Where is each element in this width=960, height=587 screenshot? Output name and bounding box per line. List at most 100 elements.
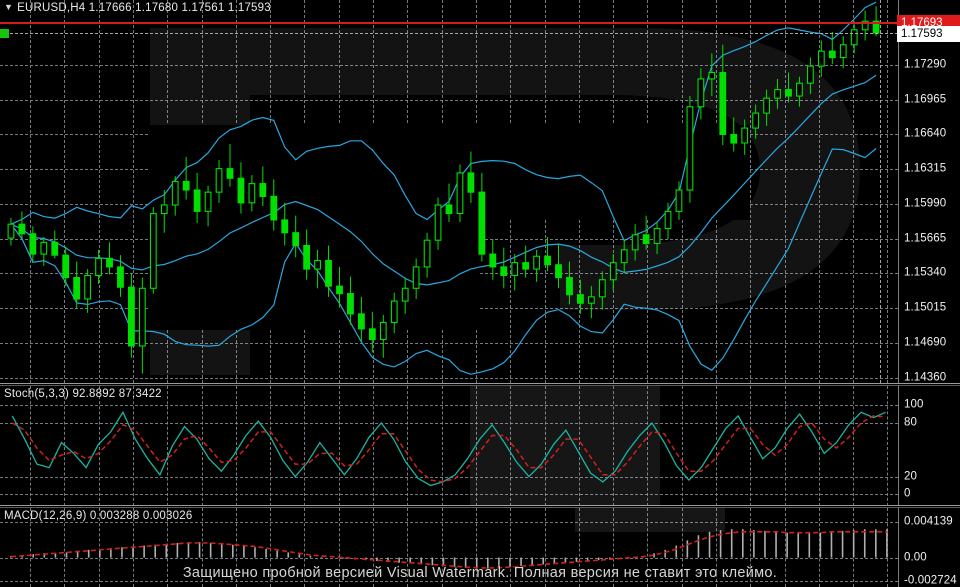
stochastic-axis-tick: 80 bbox=[904, 416, 917, 429]
stochastic-pane[interactable]: 100 80 20 0 Stoch(5,3,3) 92.8892 87.3422 bbox=[0, 386, 960, 506]
candle-body bbox=[675, 189, 683, 212]
price-hgrid bbox=[0, 343, 898, 344]
stoch-vgrid bbox=[30, 386, 31, 506]
candle-body bbox=[796, 82, 803, 97]
candle-body bbox=[544, 255, 551, 266]
candle-body bbox=[171, 180, 179, 206]
macd-vgrid bbox=[99, 508, 100, 587]
candle-body bbox=[577, 294, 584, 304]
candle-body bbox=[336, 285, 343, 295]
candle-body bbox=[763, 97, 770, 114]
macd-hgrid bbox=[0, 581, 898, 582]
macd-axis[interactable]: 0.004139 0.00 -0.002724 bbox=[898, 508, 960, 587]
candle-body bbox=[149, 212, 157, 289]
price-axis-line bbox=[898, 0, 899, 383]
price-vgrid bbox=[30, 0, 31, 383]
macd-vgrid bbox=[236, 508, 237, 587]
macd-axis-line bbox=[898, 508, 899, 587]
stoch-vgrid bbox=[476, 386, 477, 506]
macd-vgrid bbox=[202, 508, 203, 587]
stochastic-series bbox=[11, 410, 886, 487]
macd-pane[interactable]: 0.004139 0.00 -0.002724 MACD(12,26,9) 0.00… bbox=[0, 508, 960, 587]
bollinger-upper-band bbox=[10, 1, 877, 242]
candle-body bbox=[62, 254, 70, 279]
candle-body bbox=[237, 177, 245, 204]
stoch-vgrid bbox=[442, 386, 443, 506]
stoch-hgrid bbox=[0, 477, 898, 478]
candle-body bbox=[182, 180, 190, 191]
stoch-vgrid bbox=[545, 386, 546, 506]
candle-body bbox=[478, 191, 486, 255]
candle-body bbox=[401, 287, 409, 302]
watermark-text: Защищено пробной версией Visual Watermar… bbox=[182, 565, 778, 581]
candle-body bbox=[117, 266, 124, 288]
price-axis-tick: 1.16315 bbox=[904, 162, 947, 175]
macd-vgrid bbox=[510, 508, 511, 587]
price-vgrid bbox=[750, 0, 751, 383]
stoch-vgrid bbox=[270, 386, 271, 506]
candle-body bbox=[95, 257, 102, 277]
price-axis-tick: 1.15665 bbox=[904, 232, 947, 245]
candle-body bbox=[259, 183, 267, 197]
macd-plot-area[interactable] bbox=[0, 508, 898, 587]
macd-vgrid bbox=[442, 508, 443, 587]
price-hgrid bbox=[0, 100, 898, 101]
macd-vgrid bbox=[545, 508, 546, 587]
macd-hgrid bbox=[0, 522, 898, 523]
macd-vgrid bbox=[682, 508, 683, 587]
stochastic-axis[interactable]: 100 80 20 0 bbox=[898, 386, 960, 506]
candle-body bbox=[379, 321, 387, 341]
candle-body bbox=[555, 264, 562, 279]
candle-body bbox=[314, 259, 321, 270]
candle-body bbox=[686, 106, 694, 191]
macd-vgrid bbox=[339, 508, 340, 587]
price-axis[interactable]: 1.17290 1.16965 1.16640 1.16315 1.15990 1.156… bbox=[898, 0, 960, 383]
candle-body bbox=[51, 241, 59, 256]
candle-body bbox=[500, 266, 508, 277]
macd-axis-tick: 0.004139 bbox=[904, 515, 953, 528]
price-vgrid bbox=[64, 0, 65, 383]
price-axis-tick: 1.16640 bbox=[904, 127, 947, 140]
candle-body bbox=[785, 89, 792, 97]
macd-vgrid bbox=[750, 508, 751, 587]
price-axis-tick: 1.15340 bbox=[904, 266, 947, 279]
candle-body bbox=[697, 78, 705, 108]
stochastic-plot-area[interactable] bbox=[0, 386, 898, 506]
price-plot-area[interactable] bbox=[0, 0, 898, 383]
candle-body bbox=[511, 262, 519, 277]
pane-separator-1 bbox=[0, 383, 960, 384]
macd-vgrid bbox=[716, 508, 717, 587]
candle-body bbox=[270, 195, 278, 221]
candle-body bbox=[445, 204, 453, 215]
stoch-vgrid bbox=[750, 386, 751, 506]
price-hgrid bbox=[0, 378, 898, 379]
macd-vgrid bbox=[579, 508, 580, 587]
candle-body bbox=[850, 29, 858, 46]
bid-marker bbox=[0, 28, 9, 38]
bid-price-tag: 1.17593 bbox=[897, 25, 960, 42]
candle-body bbox=[7, 223, 15, 239]
candle-body bbox=[368, 328, 376, 341]
macd-vgrid bbox=[304, 508, 305, 587]
stoch-vgrid bbox=[236, 386, 237, 506]
collapse-caret-icon[interactable]: ▼ bbox=[4, 2, 14, 12]
stoch-hgrid bbox=[0, 494, 898, 495]
price-vgrid bbox=[99, 0, 100, 383]
candle-body bbox=[281, 219, 289, 234]
candle-body bbox=[215, 168, 223, 193]
stoch-vgrid bbox=[613, 386, 614, 506]
candle-body bbox=[73, 277, 81, 300]
candle-body bbox=[412, 266, 420, 289]
stoch-vgrid bbox=[853, 386, 854, 506]
candle-body bbox=[18, 223, 26, 235]
candle-body bbox=[828, 50, 836, 59]
candle-body bbox=[522, 262, 530, 270]
stoch-vgrid bbox=[304, 386, 305, 506]
price-axis-tick: 1.17290 bbox=[904, 58, 947, 71]
price-pane[interactable]: 1.17290 1.16965 1.16640 1.16315 1.15990 1.156… bbox=[0, 0, 960, 383]
price-axis-tick: 1.15015 bbox=[904, 301, 947, 314]
macd-signal-line bbox=[11, 531, 887, 569]
stoch-vgrid bbox=[407, 386, 408, 506]
candle-body bbox=[84, 274, 92, 300]
